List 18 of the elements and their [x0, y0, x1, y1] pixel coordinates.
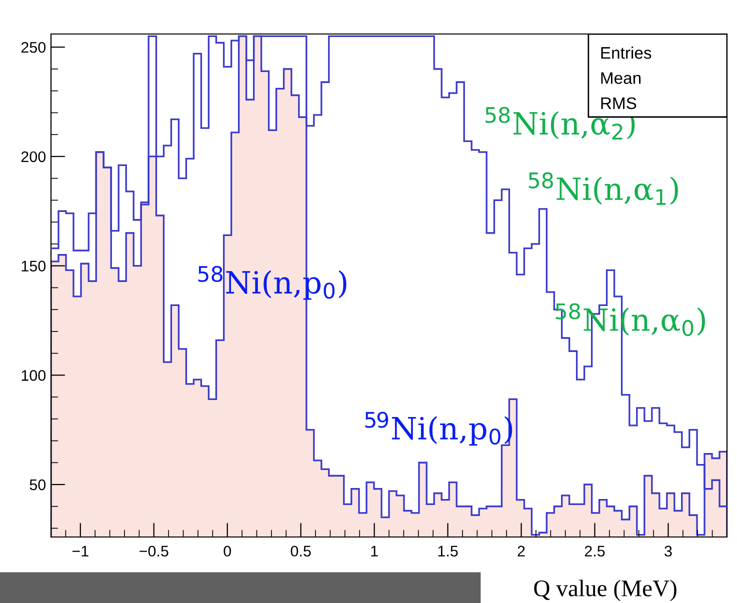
y-tick-label: 50	[30, 479, 46, 490]
x-tick-label: 0	[224, 546, 231, 557]
x-tick-label: 0.5	[290, 546, 311, 557]
x-tick-label: 1	[371, 546, 378, 556]
y-tick-label: 150	[22, 260, 46, 272]
x-tick-label: 2.5	[584, 546, 605, 557]
x-tick-label: 3	[664, 546, 672, 557]
x-tick-label: 2	[518, 546, 525, 556]
y-tick-label: 250	[21, 42, 46, 53]
x-axis-title: Q value (MeV)	[534, 580, 676, 602]
y-tick-label: 100	[22, 370, 46, 381]
annotation: $^{58}$Ni(n,α$_{1}$)	[528, 172, 678, 205]
annotation: Mean	[601, 72, 641, 84]
x-tick-label: 1.5	[438, 546, 458, 557]
x-tick-label: −0.5	[140, 546, 168, 557]
y-tick-label: 200	[21, 151, 46, 162]
annotation: Entries	[601, 46, 652, 59]
x-tick-label: −1	[72, 546, 88, 556]
